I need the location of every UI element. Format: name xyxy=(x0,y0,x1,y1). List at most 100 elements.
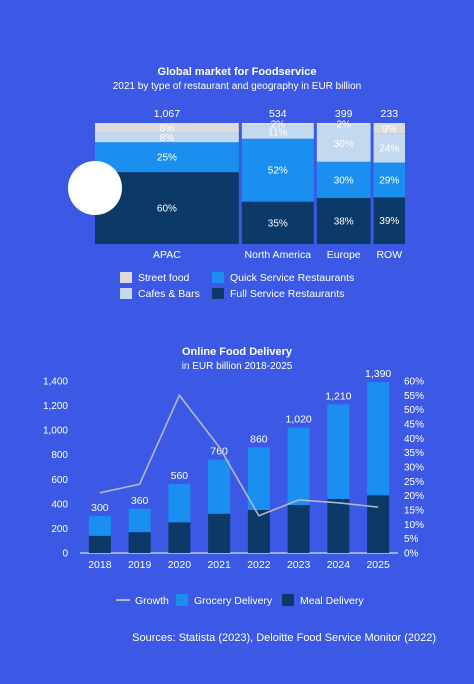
category-label: North America xyxy=(245,249,312,261)
legend-label: Quick Service Restaurants xyxy=(230,272,354,284)
segment-label: 52% xyxy=(268,166,288,177)
segment-quick_service xyxy=(241,138,314,202)
legend-swatch-street_food xyxy=(120,272,132,283)
segment-label: 30% xyxy=(334,175,354,186)
y-right-tick-label: 5% xyxy=(404,534,419,545)
legend-label: Full Service Restaurants xyxy=(230,288,344,300)
total-circle-label: EUR xyxy=(84,177,105,188)
segment-full_service xyxy=(316,198,371,244)
bar-grocery-delivery xyxy=(168,484,191,523)
segment-quick_service xyxy=(373,162,405,198)
y-right-tick-label: 15% xyxy=(404,506,424,517)
legend-swatch-quick_service xyxy=(212,272,224,283)
segment-full_service xyxy=(373,197,405,244)
growth-line xyxy=(99,393,379,517)
chart2-title: Online Food Delivery xyxy=(182,346,293,358)
segment-label: 11% xyxy=(268,128,287,139)
legend-label: Cafes & Bars xyxy=(138,288,200,300)
segment-label: 30% xyxy=(334,139,354,150)
segment-label: 35% xyxy=(268,218,288,229)
bar-grocery-delivery xyxy=(367,382,390,496)
category-label: APAC xyxy=(153,249,181,261)
y-right-tick-label: 10% xyxy=(404,520,424,531)
segment-street_food xyxy=(373,123,405,134)
column-total-label: 399 xyxy=(335,108,353,120)
x-tick-label: 2024 xyxy=(327,559,351,571)
bar-total-label: 1,390 xyxy=(365,368,391,380)
segment-label: 39% xyxy=(379,216,399,227)
bar-total-label: 860 xyxy=(250,433,268,445)
bar-total-label: 560 xyxy=(171,470,189,482)
x-tick-label: 2021 xyxy=(207,559,231,571)
x-tick-label: 2022 xyxy=(247,559,271,571)
bar-meal-delivery xyxy=(168,522,191,553)
y-right-tick-label: 40% xyxy=(404,434,424,445)
y-right-tick-label: 50% xyxy=(404,405,424,416)
chart1-title: Global market for Foodservice xyxy=(158,66,317,78)
segment-label: 8% xyxy=(160,123,175,134)
category-label: ROW xyxy=(376,249,402,261)
segment-label: 9% xyxy=(382,124,397,135)
source-note: Sources: Statista (2023), Deloitte Food … xyxy=(132,632,436,644)
bar-meal-delivery xyxy=(128,532,151,553)
bar-total-label: 1,210 xyxy=(325,390,351,402)
segment-cafes_bars xyxy=(373,133,405,163)
y-right-tick-label: 25% xyxy=(404,477,424,488)
y-right-tick-label: 55% xyxy=(404,391,424,402)
segment-label: 38% xyxy=(334,217,354,228)
y-right-tick-label: 60% xyxy=(404,377,424,388)
segment-label: 29% xyxy=(379,175,399,186)
y-left-tick-label: 1,200 xyxy=(43,401,68,412)
category-label: Europe xyxy=(327,249,361,261)
segment-cafes_bars xyxy=(241,125,314,139)
legend-swatch-grocery_delivery xyxy=(176,594,188,606)
segment-label: 60% xyxy=(157,204,177,215)
segment-label: 2% xyxy=(271,120,286,131)
legend-label: Growth xyxy=(135,595,169,607)
bar-grocery-delivery xyxy=(327,404,350,499)
segment-label: 24% xyxy=(379,144,399,155)
bar-total-label: 360 xyxy=(131,495,149,507)
bar-meal-delivery xyxy=(208,513,231,553)
y-right-tick-label: 35% xyxy=(404,448,424,459)
y-left-tick-label: 800 xyxy=(51,450,68,461)
bar-total-label: 300 xyxy=(91,502,109,514)
segment-label: 25% xyxy=(157,153,177,164)
y-right-tick-label: 20% xyxy=(404,491,424,502)
bar-meal-delivery xyxy=(327,498,350,553)
segment-street_food xyxy=(95,123,239,133)
bar-meal-delivery xyxy=(247,510,270,553)
column-total-label: 233 xyxy=(381,108,399,120)
segment-quick_service xyxy=(95,142,239,173)
bar-meal-delivery xyxy=(88,535,111,553)
column-total-label: 1,067 xyxy=(154,108,180,120)
bar-grocery-delivery xyxy=(247,447,270,510)
segment-cafes_bars xyxy=(95,132,239,143)
y-right-tick-label: 45% xyxy=(404,420,424,431)
chart1-subtitle: 2021 by type of restaurant and geography… xyxy=(113,81,362,92)
x-tick-label: 2019 xyxy=(128,559,152,571)
legend-swatch-cafes_bars xyxy=(120,288,132,299)
y-left-tick-label: 600 xyxy=(51,475,68,486)
y-right-tick-label: 0% xyxy=(404,549,419,560)
bar-grocery-delivery xyxy=(287,427,310,506)
x-tick-label: 2023 xyxy=(287,559,311,571)
bar-total-label: 1,020 xyxy=(285,414,311,426)
x-tick-label: 2018 xyxy=(88,559,112,571)
x-tick-label: 2020 xyxy=(168,559,192,571)
bar-grocery-delivery xyxy=(128,508,151,533)
legend-label: Street food xyxy=(138,272,190,284)
legend-swatch-full_service xyxy=(212,288,224,299)
legend-label: Grocery Delivery xyxy=(194,595,273,607)
segment-street_food xyxy=(241,123,314,126)
segment-full_service xyxy=(241,201,314,244)
y-left-tick-label: 0 xyxy=(62,549,68,560)
y-left-tick-label: 1,400 xyxy=(43,377,68,388)
chart2-subtitle: in EUR billion 2018-2025 xyxy=(182,361,293,372)
segment-label: 2% xyxy=(336,120,351,131)
bar-grocery-delivery xyxy=(208,459,231,514)
y-left-tick-label: 400 xyxy=(51,499,68,510)
y-right-tick-label: 30% xyxy=(404,463,424,474)
segment-street_food xyxy=(316,123,371,126)
